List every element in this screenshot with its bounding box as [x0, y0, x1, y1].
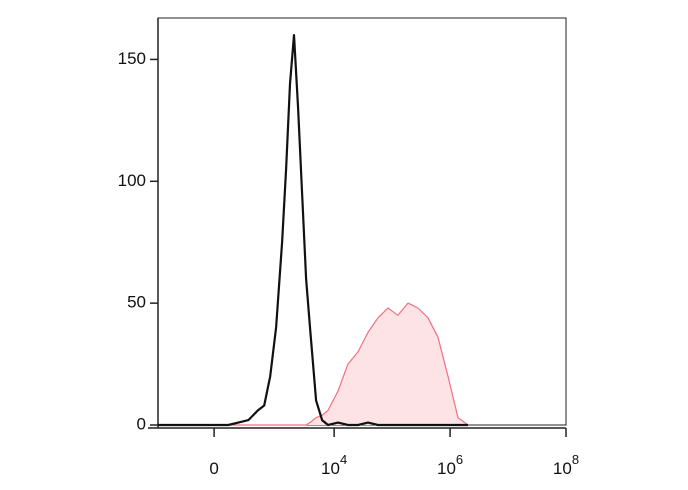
- x-tick-label: 108: [553, 452, 579, 478]
- x-tick-base: 10: [437, 459, 456, 478]
- histogram-line: [158, 302, 469, 426]
- x-tick-label: 106: [437, 452, 463, 478]
- histogram-area: [158, 303, 468, 425]
- x-tick-label: 0: [209, 459, 218, 478]
- x-tick-label: 104: [321, 452, 347, 478]
- x-tick-base: 10: [553, 459, 572, 478]
- y-tick-label: 0: [137, 414, 146, 433]
- x-tick-exponent: 8: [572, 452, 579, 467]
- y-tick-label: 100: [118, 171, 146, 190]
- x-tick-base: 0: [209, 459, 218, 478]
- x-tick-exponent: 6: [456, 452, 463, 467]
- y-tick-label: 50: [127, 293, 146, 312]
- y-tick-label: 150: [118, 49, 146, 68]
- histogram-line: [158, 34, 468, 427]
- x-tick-base: 10: [321, 459, 340, 478]
- x-tick-exponent: 4: [340, 452, 347, 467]
